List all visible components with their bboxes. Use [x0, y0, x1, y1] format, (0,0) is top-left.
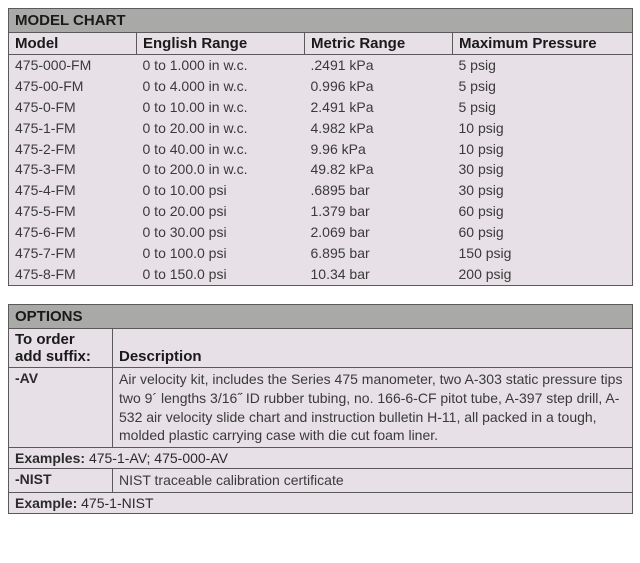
model-cell: 475-6-FM [9, 222, 137, 243]
data-cell: 0 to 20.00 in w.c. [137, 118, 305, 139]
col-header-metric: Metric Range [305, 33, 453, 55]
data-cell: 0 to 40.00 in w.c. [137, 139, 305, 160]
model-cell: 475-3-FM [9, 159, 137, 180]
data-cell: 60 psig [453, 222, 633, 243]
data-cell: 30 psig [453, 159, 633, 180]
data-cell: 0.996 kPa [305, 76, 453, 97]
option-description: NIST traceable calibration certificate [113, 469, 633, 493]
table-row: 475-3-FM0 to 200.0 in w.c.49.82 kPa30 ps… [9, 159, 633, 180]
option-example: Examples: 475-1-AV; 475-000-AV [9, 448, 633, 469]
data-cell: 2.491 kPa [305, 97, 453, 118]
option-row: -NISTNIST traceable calibration certific… [9, 469, 633, 493]
col-header-english: English Range [137, 33, 305, 55]
model-cell: 475-00-FM [9, 76, 137, 97]
order-header-line2: add suffix: [15, 348, 91, 365]
option-description: Air velocity kit, includes the Series 47… [113, 367, 633, 448]
model-cell: 475-1-FM [9, 118, 137, 139]
example-label: Example: [15, 495, 81, 511]
table-row: 475-0-FM0 to 10.00 in w.c.2.491 kPa5 psi… [9, 97, 633, 118]
data-cell: 0 to 150.0 psi [137, 264, 305, 285]
options-title-row: OPTIONS [9, 304, 633, 328]
example-value: 475-1-NIST [81, 495, 153, 511]
data-cell: 150 psig [453, 243, 633, 264]
example-label: Examples: [15, 450, 89, 466]
table-row: 475-1-FM0 to 20.00 in w.c.4.982 kPa10 ps… [9, 118, 633, 139]
data-cell: 0 to 20.00 psi [137, 201, 305, 222]
table-row: 475-7-FM0 to 100.0 psi6.895 bar150 psig [9, 243, 633, 264]
data-cell: 0 to 100.0 psi [137, 243, 305, 264]
option-suffix: -AV [9, 367, 113, 448]
options-title: OPTIONS [9, 304, 633, 328]
option-example: Example: 475-1-NIST [9, 493, 633, 514]
data-cell: 5 psig [453, 97, 633, 118]
example-value: 475-1-AV; 475-000-AV [89, 450, 228, 466]
data-cell: 0 to 10.00 in w.c. [137, 97, 305, 118]
data-cell: 49.82 kPa [305, 159, 453, 180]
model-cell: 475-8-FM [9, 264, 137, 285]
data-cell: 9.96 kPa [305, 139, 453, 160]
options-header-row: To order add suffix: Description [9, 328, 633, 367]
data-cell: 0 to 200.0 in w.c. [137, 159, 305, 180]
model-chart-title: MODEL CHART [9, 9, 633, 33]
model-chart-table: MODEL CHART Model English Range Metric R… [8, 8, 633, 286]
data-cell: 2.069 bar [305, 222, 453, 243]
options-order-header: To order add suffix: [9, 328, 113, 367]
model-cell: 475-7-FM [9, 243, 137, 264]
col-header-model: Model [9, 33, 137, 55]
data-cell: 4.982 kPa [305, 118, 453, 139]
model-cell: 475-4-FM [9, 180, 137, 201]
options-desc-header: Description [113, 328, 633, 367]
data-cell: .2491 kPa [305, 55, 453, 76]
col-header-maxpress: Maximum Pressure [453, 33, 633, 55]
data-cell: 5 psig [453, 76, 633, 97]
option-example-row: Examples: 475-1-AV; 475-000-AV [9, 448, 633, 469]
data-cell: 0 to 1.000 in w.c. [137, 55, 305, 76]
data-cell: 10 psig [453, 139, 633, 160]
option-suffix: -NIST [9, 469, 113, 493]
table-row: 475-000-FM0 to 1.000 in w.c..2491 kPa5 p… [9, 55, 633, 76]
table-row: 475-4-FM0 to 10.00 psi.6895 bar30 psig [9, 180, 633, 201]
model-cell: 475-000-FM [9, 55, 137, 76]
data-cell: 1.379 bar [305, 201, 453, 222]
data-cell: 0 to 30.00 psi [137, 222, 305, 243]
table-row: 475-00-FM0 to 4.000 in w.c.0.996 kPa5 ps… [9, 76, 633, 97]
data-cell: 5 psig [453, 55, 633, 76]
table-row: 475-6-FM0 to 30.00 psi2.069 bar60 psig [9, 222, 633, 243]
data-cell: 6.895 bar [305, 243, 453, 264]
model-cell: 475-2-FM [9, 139, 137, 160]
data-cell: 0 to 4.000 in w.c. [137, 76, 305, 97]
data-cell: 0 to 10.00 psi [137, 180, 305, 201]
table-row: 475-8-FM0 to 150.0 psi10.34 bar200 psig [9, 264, 633, 285]
model-cell: 475-0-FM [9, 97, 137, 118]
table-row: 475-5-FM0 to 20.00 psi1.379 bar60 psig [9, 201, 633, 222]
option-row: -AVAir velocity kit, includes the Series… [9, 367, 633, 448]
data-cell: 30 psig [453, 180, 633, 201]
order-header-line1: To order [15, 331, 75, 348]
model-chart-header-row: Model English Range Metric Range Maximum… [9, 33, 633, 55]
model-chart-title-row: MODEL CHART [9, 9, 633, 33]
option-example-row: Example: 475-1-NIST [9, 493, 633, 514]
data-cell: 10 psig [453, 118, 633, 139]
table-row: 475-2-FM0 to 40.00 in w.c.9.96 kPa10 psi… [9, 139, 633, 160]
model-cell: 475-5-FM [9, 201, 137, 222]
data-cell: 10.34 bar [305, 264, 453, 285]
data-cell: 200 psig [453, 264, 633, 285]
data-cell: .6895 bar [305, 180, 453, 201]
data-cell: 60 psig [453, 201, 633, 222]
options-table: OPTIONS To order add suffix: Description… [8, 304, 633, 514]
